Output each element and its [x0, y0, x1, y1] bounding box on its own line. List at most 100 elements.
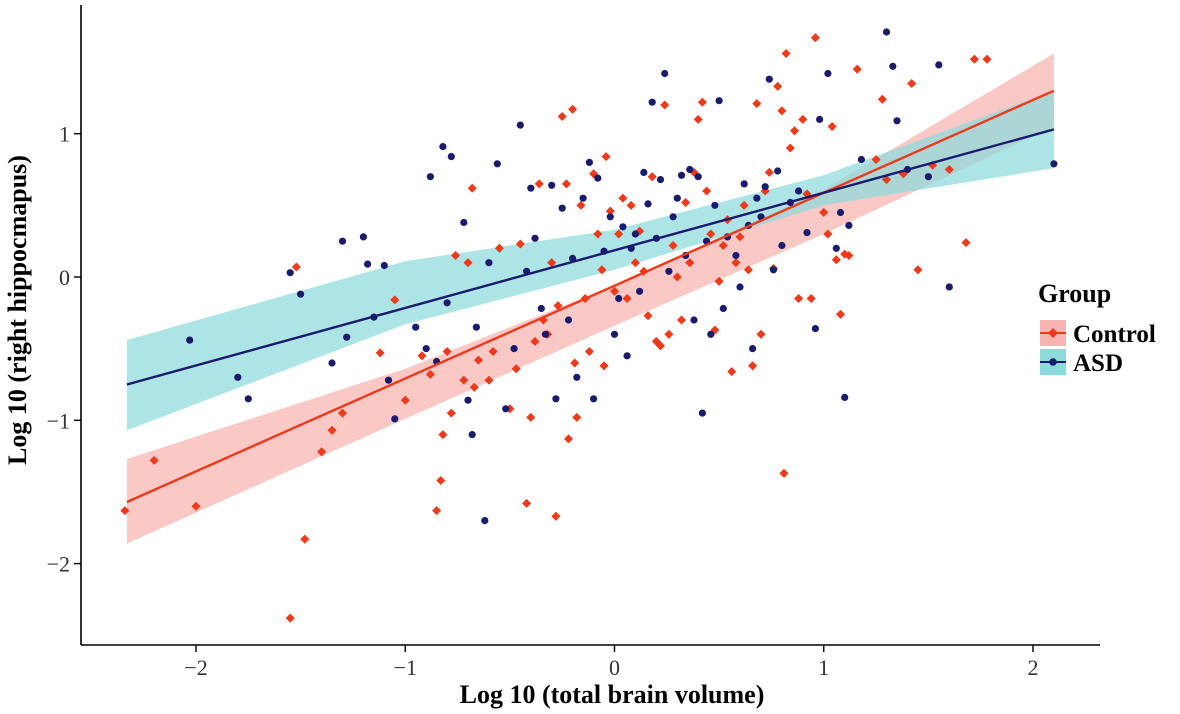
point-control: [871, 154, 881, 165]
point-asd: [673, 194, 681, 202]
point-asd: [606, 213, 614, 221]
point-control: [526, 412, 536, 422]
point-asd: [443, 299, 451, 307]
y-tick-label: 0: [59, 265, 70, 290]
point-asd: [460, 218, 468, 227]
confidence-bands: [126, 53, 1054, 544]
point-control: [779, 468, 789, 478]
point-asd: [615, 294, 623, 303]
point-asd: [380, 261, 388, 270]
point-asd: [558, 204, 566, 212]
point-asd: [836, 208, 845, 217]
point-asd: [765, 75, 773, 83]
point-asd: [824, 69, 832, 78]
point-asd: [359, 233, 367, 241]
point-asd: [527, 184, 535, 192]
point-asd: [811, 325, 820, 333]
point-asd: [740, 180, 748, 188]
point-asd: [234, 373, 242, 381]
point-asd: [472, 323, 480, 331]
point-control: [852, 64, 862, 74]
point-control: [436, 475, 446, 486]
point-asd: [677, 171, 686, 179]
y-tick-label: −1: [47, 408, 70, 433]
point-asd: [661, 69, 669, 78]
point-asd: [510, 345, 518, 353]
point-control: [806, 293, 816, 304]
legend-item-control: Control: [1040, 320, 1156, 348]
point-control: [752, 99, 762, 109]
point-asd: [579, 194, 587, 202]
point-control: [622, 293, 632, 304]
point-control: [191, 501, 201, 511]
point-control: [785, 143, 795, 153]
point-control: [450, 250, 461, 261]
point-asd: [391, 415, 399, 423]
point-control: [777, 106, 787, 116]
point-asd: [585, 158, 594, 166]
point-asd: [769, 266, 778, 274]
point-control: [668, 240, 678, 251]
point-asd: [481, 517, 489, 525]
point-control: [789, 126, 800, 136]
point-asd: [694, 173, 702, 181]
point-control: [626, 200, 636, 210]
point-control: [561, 179, 571, 189]
point-control: [375, 348, 385, 358]
point-asd: [631, 230, 640, 238]
point-asd: [753, 194, 761, 202]
point-asd: [648, 98, 656, 106]
x-tick-label: 0: [609, 655, 620, 680]
point-control: [831, 255, 841, 265]
legend-marker-control: [1048, 328, 1058, 338]
legend-marker-asd: [1049, 358, 1057, 366]
point-control: [120, 506, 130, 516]
point-control: [599, 361, 609, 371]
point-control: [576, 200, 586, 210]
point-asd: [935, 61, 943, 69]
point-control: [969, 54, 979, 64]
point-asd: [328, 359, 336, 367]
point-control: [982, 54, 992, 64]
point-asd: [669, 213, 677, 221]
point-asd: [841, 393, 849, 401]
point-control: [609, 286, 620, 296]
point-asd: [636, 287, 644, 295]
point-control: [597, 265, 607, 275]
point-control: [551, 511, 561, 521]
point-control: [494, 243, 504, 253]
point-asd: [531, 234, 539, 242]
point-control: [647, 172, 657, 182]
point-asd: [845, 221, 853, 229]
point-control: [676, 315, 687, 325]
y-tick-label: −2: [47, 552, 70, 577]
point-control: [961, 238, 971, 248]
point-control: [570, 358, 580, 368]
x-tick-label: −2: [184, 655, 207, 680]
point-control: [664, 329, 674, 339]
point-control: [300, 534, 310, 544]
point-control: [764, 167, 774, 177]
point-control: [781, 48, 791, 59]
point-control: [819, 207, 829, 217]
y-axis-title: Log 10 (right hippocmapus): [3, 155, 32, 465]
point-asd: [736, 283, 744, 291]
point-control: [572, 412, 582, 422]
point-control: [810, 33, 820, 43]
point-control: [835, 309, 846, 319]
point-asd: [1050, 160, 1058, 168]
point-control: [877, 94, 887, 104]
point-asd: [816, 115, 824, 123]
point-asd: [719, 304, 727, 313]
confidence-band-asd: [126, 90, 1054, 431]
point-control: [714, 276, 724, 286]
point-control: [446, 408, 456, 418]
point-asd: [426, 173, 434, 181]
point-asd: [686, 165, 694, 174]
point-asd: [644, 200, 652, 208]
confidence-band-control: [126, 53, 1054, 544]
point-asd: [537, 304, 545, 313]
point-asd: [297, 290, 305, 298]
point-asd: [439, 143, 447, 151]
